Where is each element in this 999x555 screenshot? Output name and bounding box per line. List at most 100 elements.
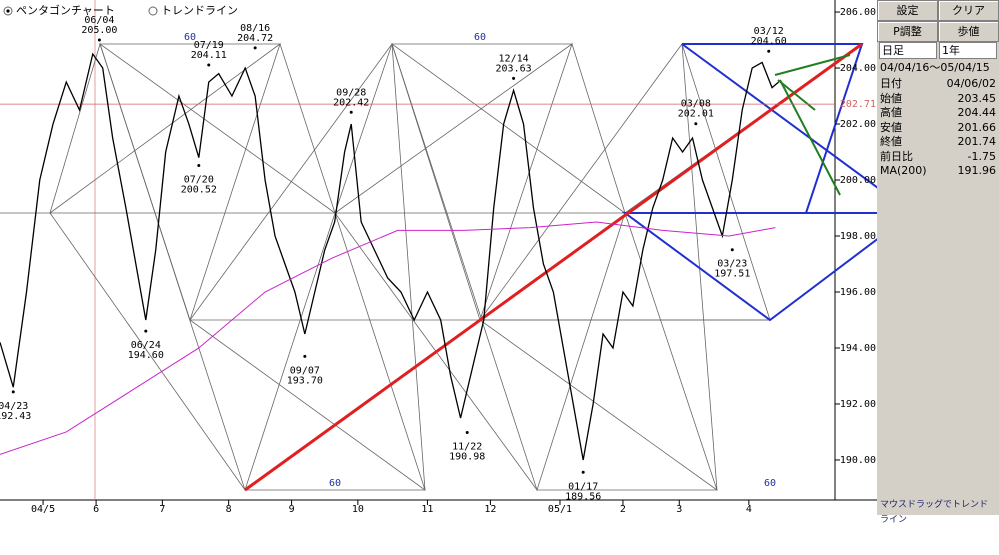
annotation-date: 07/19 bbox=[194, 40, 224, 51]
pentagon-label: 60 bbox=[184, 32, 196, 43]
radio-label[interactable]: ペンタゴンチャート bbox=[16, 3, 115, 17]
x-tick-label: 10 bbox=[352, 504, 364, 515]
hint: マウスドラッグでトレンドライン bbox=[880, 500, 989, 525]
y-tick-label: 196.00 bbox=[840, 287, 876, 298]
annotation-date: 11/22 bbox=[452, 442, 482, 453]
x-tick-label: 04/5 bbox=[31, 504, 55, 515]
annotation-point bbox=[581, 470, 585, 474]
info-label: 終値 bbox=[880, 135, 902, 148]
x-tick-label: 9 bbox=[289, 504, 295, 515]
series-line bbox=[0, 221, 776, 455]
annotation-point bbox=[303, 354, 307, 358]
annotation-value: 193.70 bbox=[287, 375, 323, 386]
select[interactable]: 日足 bbox=[879, 42, 937, 59]
select[interactable]: 1年 bbox=[939, 42, 997, 59]
info-row: 安値 201.66 bbox=[880, 120, 996, 135]
y-tick-label: 192.00 bbox=[840, 399, 876, 410]
annotation-date: 03/12 bbox=[754, 26, 784, 37]
annotation-date: 07/20 bbox=[184, 174, 214, 185]
info-value: 201.66 bbox=[957, 120, 997, 134]
annotation-value: 204.72 bbox=[237, 33, 273, 44]
x-tick-label: 8 bbox=[226, 504, 232, 515]
side-panel: 設定 クリア P調整 歩値 日足 1年 04/04/16～05/04/15 日付… bbox=[877, 0, 999, 525]
annotation-point bbox=[730, 248, 734, 252]
info-value: -1.75 bbox=[967, 149, 996, 163]
annotation-value: 189.56 bbox=[565, 491, 601, 502]
annotation-point bbox=[207, 63, 211, 67]
annotation-date: 03/23 bbox=[717, 259, 747, 270]
trendline bbox=[244, 42, 863, 492]
button[interactable]: 歩値 bbox=[938, 21, 999, 42]
info-value: 203.45 bbox=[957, 91, 997, 105]
arrow bbox=[774, 54, 851, 76]
info-row: 終値 201.74 bbox=[880, 134, 996, 149]
annotation-value: 194.60 bbox=[128, 350, 164, 361]
annotation-value: 200.52 bbox=[181, 184, 217, 195]
annotation-point bbox=[465, 431, 469, 435]
arrow bbox=[777, 79, 816, 111]
annotation-date: 12/14 bbox=[499, 53, 529, 64]
y-tick-label: 198.00 bbox=[840, 231, 876, 242]
annotation-date: 04/23 bbox=[0, 401, 28, 412]
x-tick-label: 05/1 bbox=[548, 504, 572, 515]
current-price-label: 202.71 bbox=[840, 99, 876, 110]
annotation-value: 192.43 bbox=[0, 411, 31, 422]
button[interactable]: 設定 bbox=[877, 0, 938, 21]
annotation-value: 197.51 bbox=[714, 269, 750, 280]
info-row: 高値 204.44 bbox=[880, 105, 996, 120]
info-label: 安値 bbox=[880, 120, 902, 134]
x-tick-label: 3 bbox=[676, 504, 682, 515]
radio-label[interactable]: トレンドライン bbox=[161, 4, 238, 17]
y-tick-label: 202.00 bbox=[840, 119, 876, 130]
x-tick-label: 2 bbox=[620, 504, 626, 515]
annotation-value: 203.63 bbox=[496, 63, 532, 74]
pentagon bbox=[99, 42, 426, 492]
info-label: 始値 bbox=[880, 91, 902, 105]
annotation-point bbox=[197, 163, 201, 167]
x-tick-label: 6 bbox=[93, 504, 99, 515]
pentagon bbox=[334, 42, 719, 491]
annotation-value: 204.60 bbox=[751, 36, 787, 47]
blue-line bbox=[681, 43, 877, 189]
series-line bbox=[0, 52, 780, 461]
arrow bbox=[779, 79, 841, 196]
annotation-date: 09/28 bbox=[336, 87, 366, 98]
pentagon-label: 60 bbox=[329, 478, 341, 489]
annotation-date: 06/24 bbox=[131, 340, 161, 351]
annotation-point bbox=[97, 38, 101, 42]
info-row: MA(200) 191.96 bbox=[880, 163, 996, 178]
info-label: MA(200) bbox=[880, 164, 927, 177]
info-value: 04/06/02 bbox=[946, 77, 996, 90]
radio[interactable] bbox=[148, 6, 158, 16]
pentagon bbox=[49, 42, 427, 491]
annotation-point bbox=[694, 122, 698, 126]
annotation-point bbox=[253, 46, 257, 50]
y-tick-label: 194.00 bbox=[840, 343, 876, 354]
annotation-date: 03/08 bbox=[681, 99, 711, 110]
annotation-date: 06/04 bbox=[84, 15, 114, 26]
annotation-date: 01/17 bbox=[568, 481, 598, 492]
annotation-point bbox=[11, 390, 15, 394]
chart-bg bbox=[0, 0, 877, 555]
pentagon-label: 60 bbox=[764, 478, 776, 489]
button[interactable]: クリア bbox=[938, 0, 999, 21]
x-tick-label: 12 bbox=[484, 504, 496, 515]
annotation-date: 08/16 bbox=[240, 23, 270, 34]
annotation-value: 190.98 bbox=[449, 452, 485, 463]
info-label: 高値 bbox=[880, 106, 902, 119]
y-tick-label: 206.00 bbox=[840, 7, 876, 18]
y-tick-label: 200.00 bbox=[840, 175, 876, 186]
annotation-date: 09/07 bbox=[290, 365, 320, 376]
annotation-point bbox=[767, 49, 771, 53]
annotation-value: 204.11 bbox=[191, 50, 227, 61]
info-value: 191.96 bbox=[957, 164, 997, 177]
info-value: 201.74 bbox=[957, 135, 997, 148]
button[interactable]: P調整 bbox=[877, 21, 938, 42]
period: 04/04/16～05/04/15 bbox=[880, 61, 990, 74]
annotation-value: 202.42 bbox=[333, 97, 369, 108]
radio-dot bbox=[6, 9, 10, 13]
green-arrows bbox=[774, 54, 851, 196]
info-label: 日付 bbox=[880, 77, 902, 90]
x-tick-label: 4 bbox=[746, 504, 752, 515]
